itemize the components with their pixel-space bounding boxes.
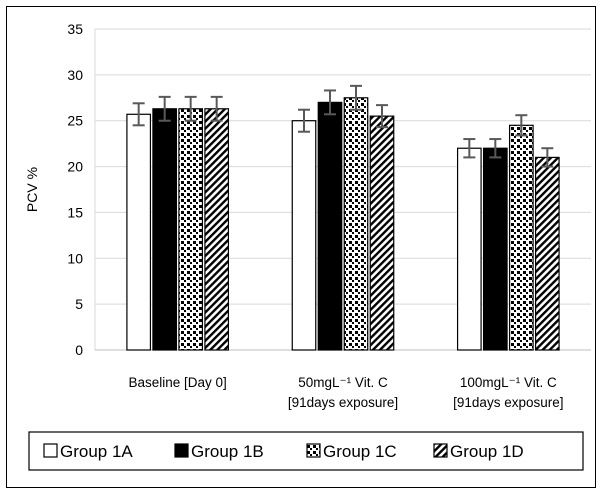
category-label: [91days exposure] xyxy=(453,395,563,410)
error-bar xyxy=(463,138,476,159)
error-bar xyxy=(158,95,171,122)
legend-label: Group 1C xyxy=(323,442,397,461)
error-bar xyxy=(515,114,528,137)
pcv-bar-chart: 0 5 10 15 20 25 30 35 Baseline [Day 0] 50mgL⁻¹ V… xyxy=(24,21,591,471)
error-bar xyxy=(376,104,388,129)
category-label: Baseline [Day 0] xyxy=(129,375,227,390)
y-tick-label: 35 xyxy=(67,21,83,37)
legend-item: Group 1C xyxy=(306,442,397,461)
legend-label: Group 1D xyxy=(450,442,524,461)
category-label: [91days exposure] xyxy=(288,395,398,410)
legend: Group 1A Group 1B Group 1C Group 1D xyxy=(28,431,584,471)
legend-label: Group 1A xyxy=(60,442,133,461)
chart-frame: 0 5 10 15 20 25 30 35 Baseline [Day 0] 50mgL⁻¹ V… xyxy=(6,6,596,488)
bar-group-1d xyxy=(369,115,395,351)
y-axis-title: PCV % xyxy=(24,167,40,212)
error-bar xyxy=(132,102,145,127)
legend-swatch xyxy=(174,443,189,458)
bar-group-1d xyxy=(204,108,230,351)
category-labels: Baseline [Day 0] 50mgL⁻¹ Vit. C [91days ex… xyxy=(129,375,564,410)
bar-group-1d xyxy=(534,156,560,351)
error-bar xyxy=(184,95,197,122)
bars xyxy=(126,97,560,351)
y-tick-label: 15 xyxy=(67,204,83,220)
y-tick-label: 20 xyxy=(67,159,83,175)
bar-group-1c xyxy=(508,124,534,351)
legend-item: Group 1D xyxy=(433,442,524,461)
y-tick-label: 0 xyxy=(75,342,83,358)
bar-group-1c xyxy=(178,108,204,351)
legend-swatch xyxy=(306,443,321,458)
bar-group-1b xyxy=(482,147,508,351)
y-tick-label: 5 xyxy=(75,296,83,312)
bar-group-1a xyxy=(126,113,152,351)
gridlines xyxy=(94,28,591,351)
y-tick-label: 30 xyxy=(67,67,83,83)
error-bar xyxy=(541,147,554,168)
y-tick-label: 10 xyxy=(67,250,83,266)
error-bar xyxy=(350,84,362,111)
error-bar xyxy=(298,108,310,133)
legend-box xyxy=(28,431,584,471)
error-bar xyxy=(489,138,502,159)
error-bar xyxy=(210,95,223,122)
y-tick-labels: 0 5 10 15 20 25 30 35 xyxy=(67,21,83,358)
legend-label: Group 1B xyxy=(191,442,264,461)
bar-group-1c xyxy=(343,97,369,351)
error-bars xyxy=(132,84,554,168)
bar-group-1b xyxy=(317,101,343,351)
error-bar xyxy=(324,89,336,116)
y-tick-label: 25 xyxy=(67,113,83,129)
bar-group-1a xyxy=(291,120,317,351)
bar-group-1a xyxy=(456,147,482,351)
legend-swatch xyxy=(43,443,58,458)
legend-item: Group 1A xyxy=(43,442,133,461)
category-label: 100mgL⁻¹ Vit. C xyxy=(460,375,557,390)
category-label: 50mgL⁻¹ Vit. C xyxy=(298,375,388,390)
bar-group-1b xyxy=(152,108,178,351)
legend-swatch xyxy=(433,443,448,458)
legend-item: Group 1B xyxy=(174,442,264,461)
